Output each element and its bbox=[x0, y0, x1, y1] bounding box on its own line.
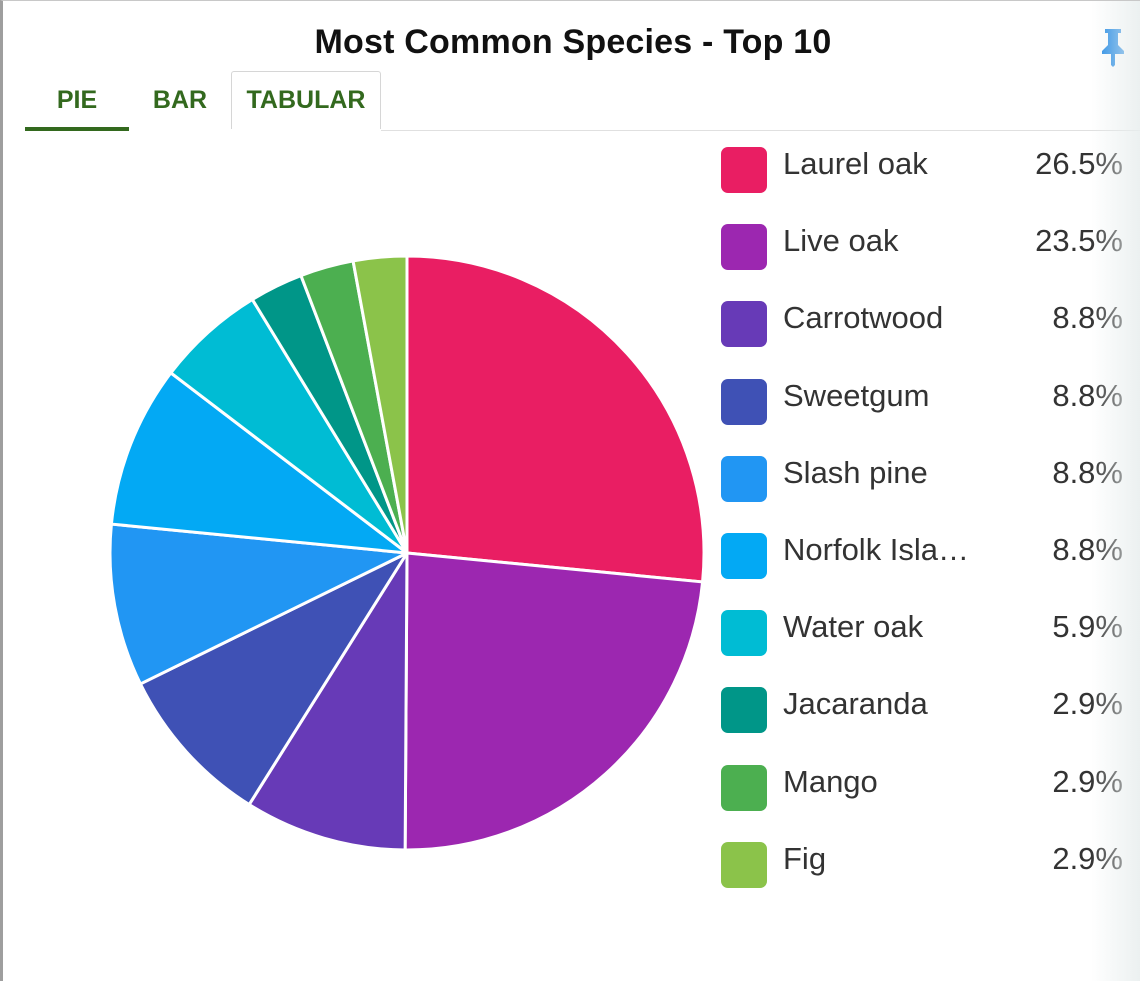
legend-label: Live oak bbox=[783, 223, 899, 259]
legend-label: Laurel oak bbox=[783, 146, 928, 181]
tab-bar[interactable]: BAR bbox=[129, 71, 231, 129]
legend-value: 8.8% bbox=[1052, 377, 1123, 413]
legend-value: 26.5% bbox=[1035, 146, 1123, 181]
legend-swatch bbox=[721, 224, 767, 271]
legend-value: 8.8% bbox=[1052, 531, 1123, 567]
legend-swatch bbox=[721, 764, 767, 811]
legend-value: 23.5% bbox=[1035, 223, 1123, 259]
tab-divider bbox=[381, 130, 1140, 131]
legend-value: 2.9% bbox=[1052, 763, 1123, 799]
legend-label: Jacaranda bbox=[783, 686, 928, 722]
legend-value: 2.9% bbox=[1052, 840, 1123, 876]
pie-slice[interactable] bbox=[108, 522, 409, 686]
pie-slice[interactable] bbox=[138, 551, 409, 807]
pie-slice[interactable] bbox=[351, 254, 409, 555]
legend-value: 8.8% bbox=[1052, 300, 1123, 336]
pie-chart bbox=[108, 254, 706, 852]
legend-item[interactable]: Water oak 5.9% bbox=[721, 604, 1123, 681]
pie-slice[interactable] bbox=[247, 551, 409, 852]
pie-slice[interactable] bbox=[405, 254, 706, 584]
legend-label: Mango bbox=[783, 763, 878, 799]
tab-tabular[interactable]: TABULAR bbox=[231, 71, 381, 129]
legend-item[interactable]: Live oak 23.5% bbox=[721, 218, 1123, 295]
legend-item[interactable]: Sweetgum 8.8% bbox=[721, 373, 1123, 450]
legend-value: 2.9% bbox=[1052, 686, 1123, 722]
legend-label: Carrotwood bbox=[783, 300, 944, 336]
legend-swatch bbox=[721, 610, 767, 657]
tab-pie[interactable]: PIE bbox=[25, 71, 129, 131]
legend-item[interactable]: Carrotwood 8.8% bbox=[721, 295, 1123, 372]
chart-legend: Laurel oak 26.5% Live oak 23.5% Carrotwood 8.… bbox=[721, 141, 1123, 913]
pie-slice[interactable] bbox=[403, 551, 705, 852]
tab-tabular-label: TABULAR bbox=[246, 86, 366, 114]
legend-label: Water oak bbox=[783, 609, 924, 645]
legend-item[interactable]: Jacaranda 2.9% bbox=[721, 681, 1123, 758]
legend-swatch bbox=[721, 378, 767, 425]
legend-swatch bbox=[721, 147, 767, 193]
legend-item[interactable]: Laurel oak 26.5% bbox=[721, 141, 1123, 218]
legend-label: Norfolk Isla… bbox=[783, 531, 970, 567]
pie-slice[interactable] bbox=[109, 371, 409, 555]
legend-swatch bbox=[721, 687, 767, 734]
legend-label: Slash pine bbox=[783, 454, 928, 490]
chart-type-tabs: PIE BAR TABULAR bbox=[25, 71, 381, 131]
legend-swatch bbox=[721, 532, 767, 579]
legend-value: 5.9% bbox=[1052, 609, 1123, 645]
tab-pie-label: PIE bbox=[56, 85, 98, 114]
legend-item[interactable]: Slash pine 8.8% bbox=[721, 450, 1123, 527]
legend-label: Fig bbox=[783, 840, 827, 876]
tab-bar-label: BAR bbox=[152, 85, 208, 114]
legend-value: 8.8% bbox=[1052, 454, 1123, 490]
legend-swatch bbox=[721, 841, 767, 888]
legend-swatch bbox=[721, 301, 767, 348]
legend-item[interactable]: Fig 2.9% bbox=[721, 836, 1123, 913]
legend-swatch bbox=[721, 455, 767, 502]
widget-title: Most Common Species - Top 10 bbox=[314, 23, 832, 61]
legend-item[interactable]: Norfolk Isla… 8.8% bbox=[721, 527, 1123, 604]
legend-item[interactable]: Mango 2.9% bbox=[721, 759, 1123, 836]
legend-label: Sweetgum bbox=[783, 377, 930, 413]
